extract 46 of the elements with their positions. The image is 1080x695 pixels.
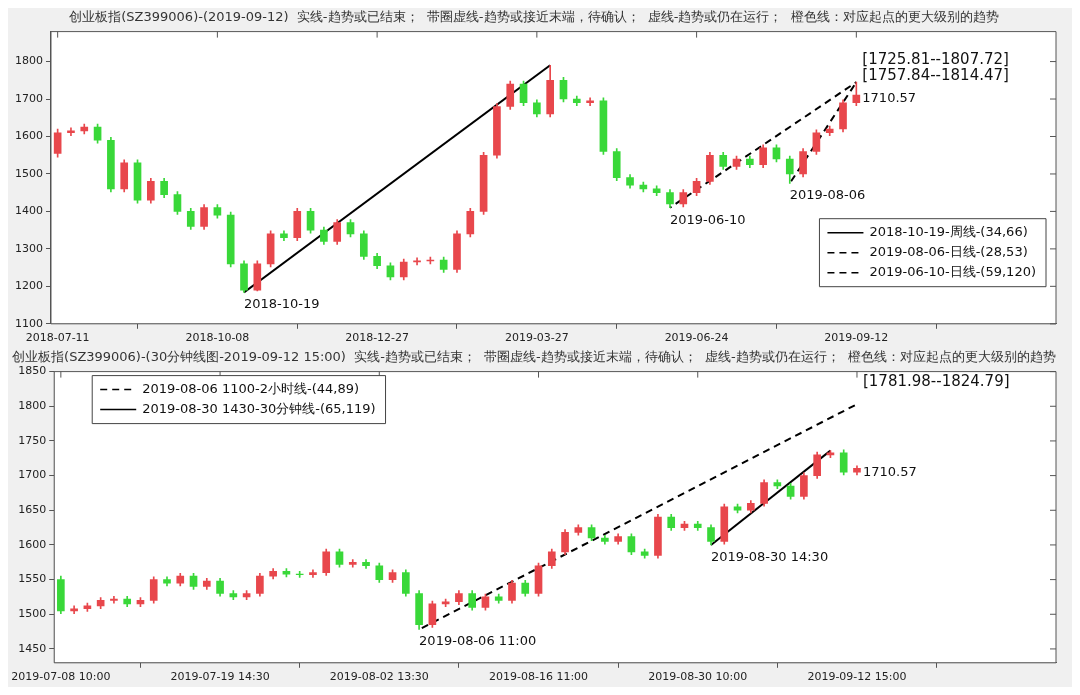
annotation: [1781.98--1824.79] <box>862 372 1010 391</box>
annotation: 2019-06-10 <box>669 211 746 227</box>
annotation: 2019-08-06 11:00 <box>419 633 537 649</box>
y-tick-label: 1500 <box>14 166 43 180</box>
x-tick-label: 2019-07-19 14:30 <box>170 670 270 684</box>
y-tick-label: 1800 <box>14 54 43 68</box>
y-tick-label: 1200 <box>14 279 43 293</box>
y-tick-label: 1650 <box>18 503 47 517</box>
x-tick-label: 2018-07-11 <box>25 331 90 345</box>
y-tick-label: 1450 <box>18 641 47 655</box>
legend-label: 2019-08-30 1430-30分钟线-(65,119) <box>142 400 376 416</box>
annotation: [1725.81--1807.72] <box>862 50 1009 69</box>
y-tick-label: 1800 <box>18 399 47 413</box>
x-tick-label: 2019-09-12 <box>824 331 889 345</box>
annotation: [1757.84--1814.47] <box>862 66 1009 85</box>
y-tick-label: 1700 <box>18 468 47 482</box>
y-tick-label: 1300 <box>14 241 43 255</box>
y-tick-label: 1100 <box>14 316 43 330</box>
annotation: 2019-08-30 14:30 <box>711 548 829 564</box>
annotation: 2019-08-06 <box>789 187 866 203</box>
x-tick-label: 2019-07-08 10:00 <box>11 670 111 684</box>
y-tick-label: 1850 <box>18 364 47 378</box>
annotation: 1710.57 <box>862 463 917 479</box>
y-tick-label: 1600 <box>18 537 47 551</box>
y-tick-label: 1500 <box>18 607 47 621</box>
legend-label: 2019-08-06-日线-(28,53) <box>869 244 1028 260</box>
chart-title: 创业板指(SZ399006)-(30分钟线图-2019-09-12 15:00) 实线-趋势或已结束； 带圈虚线-趋势或接近末端，待确认； 虚线-趋势或仍在运行； 橙色线：对应起点的更大级别的趋势 <box>12 349 1056 365</box>
annotation: 2018-10-19 <box>244 296 320 312</box>
y-tick-label: 1700 <box>14 91 43 105</box>
x-tick-label: 2019-08-30 10:00 <box>648 670 748 684</box>
legend-label: 2019-08-06 1100-2小时线-(44,89) <box>142 380 359 396</box>
x-tick-label: 2018-12-27 <box>345 331 410 345</box>
x-tick-label: 2019-06-24 <box>664 331 729 345</box>
x-tick-label: 2019-08-02 13:30 <box>329 670 429 684</box>
y-tick-label: 1600 <box>14 129 43 143</box>
chart-title: 创业板指(SZ399006)-(2019-09-12) 实线-趋势或已结束； 带圈虚线-趋势或接近末端，待确认； 虚线-趋势或仍在运行； 橙色线：对应起点的更大级别的趋势 <box>69 9 999 25</box>
x-tick-label: 2019-08-16 11:00 <box>488 670 589 684</box>
x-tick-label: 2019-09-12 15:00 <box>807 670 907 684</box>
x-tick-label: 2019-03-27 <box>504 331 569 345</box>
y-tick-label: 1400 <box>14 204 43 218</box>
legend-label: 2018-10-19-周线-(34,66) <box>869 224 1028 240</box>
x-tick-label: 2018-10-08 <box>185 331 250 345</box>
y-tick-label: 1550 <box>18 572 47 586</box>
y-tick-label: 1750 <box>18 433 47 447</box>
legend-label: 2019-06-10-日线-(59,120) <box>869 264 1036 280</box>
annotation: 1710.57 <box>862 90 917 106</box>
